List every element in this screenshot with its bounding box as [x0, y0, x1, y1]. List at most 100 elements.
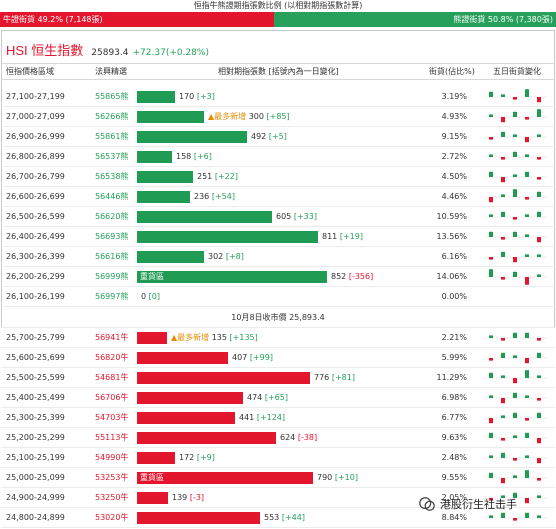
most-added-badge: ▲最多新增 — [171, 333, 212, 342]
warrant-code-link[interactable]: 56820牛 — [95, 353, 129, 362]
price-range: 26,100-26,199 — [6, 292, 65, 301]
trend-bar — [525, 470, 529, 478]
five-day-trend-chart — [485, 412, 547, 424]
warrant-code-link[interactable]: 53250牛 — [95, 493, 129, 502]
trend-bar — [489, 114, 493, 117]
quantity-value: 776 — [314, 373, 330, 382]
trend-bar — [489, 455, 493, 458]
price-range: 26,600-26,699 — [6, 192, 65, 201]
quantity-value: 790 — [317, 473, 333, 482]
heavy-zone-tag: 重貨區 — [140, 272, 164, 281]
table-row: 27,100-27,199 55865熊 170 [+3] 3.19% — [1, 87, 555, 107]
trend-bar — [537, 177, 541, 180]
trend-bar — [489, 418, 493, 424]
warrant-code-link[interactable]: 56706牛 — [95, 393, 129, 402]
quantity-label: 0 [0] — [141, 291, 160, 303]
quantity-label: 139 [-3] — [172, 492, 204, 504]
quantity-label: 492 [+5] — [251, 131, 287, 143]
quantity-bar — [137, 111, 204, 123]
warrant-code-link[interactable]: 56997熊 — [95, 292, 129, 301]
warrant-code-link[interactable]: 56266熊 — [95, 112, 129, 121]
warrant-code-link[interactable]: 55865熊 — [95, 92, 129, 101]
warrant-code-link[interactable]: 56693熊 — [95, 232, 129, 241]
price-range: 25,500-25,599 — [6, 373, 65, 382]
quantity-bar — [137, 171, 193, 183]
quantity-value: 624 — [280, 433, 296, 442]
warrant-code-link[interactable]: 54681牛 — [95, 373, 129, 382]
quantity-label: 852 [-356] — [331, 271, 373, 283]
quantity-bar — [137, 412, 235, 424]
trend-bar — [501, 338, 505, 341]
bar-cell: 158 [+6] — [137, 151, 427, 163]
quantity-bar: 重貨區 — [137, 472, 313, 484]
warrant-code-link[interactable]: 54703牛 — [95, 413, 129, 422]
quantity-label: 302 [+8] — [208, 251, 244, 263]
outstanding-pct: 8.84% — [441, 513, 467, 522]
quantity-bar — [137, 352, 228, 364]
five-day-trend-chart — [485, 492, 547, 504]
trend-bar — [489, 515, 493, 518]
quantity-value: 0 — [141, 292, 147, 301]
trend-bar — [525, 171, 529, 177]
trend-bar — [537, 375, 541, 378]
quantity-value: 236 — [194, 192, 210, 201]
warrant-code-link[interactable]: 54990牛 — [95, 453, 129, 462]
daily-change: [-3] — [189, 493, 205, 502]
quantity-label: 236 [+54] — [194, 191, 235, 203]
trend-bar — [537, 412, 541, 418]
warrant-code-link[interactable]: 56999熊 — [95, 272, 129, 281]
outstanding-pct: 0.00% — [441, 292, 467, 301]
trend-bar — [537, 134, 541, 137]
warrant-code-link[interactable]: 53253牛 — [95, 473, 129, 482]
bar-cell: 重貨區 790 [+10] — [137, 472, 427, 484]
quantity-bar — [137, 131, 247, 143]
close-price-row: 10月8日收市價 25,893.4 — [1, 308, 555, 328]
table-row: 26,500-26,599 56620熊 605 [+33] 10.59% — [1, 207, 555, 227]
bar-cell: 553 [+44] — [137, 512, 427, 524]
warrant-code-link[interactable]: 55861熊 — [95, 132, 129, 141]
quantity-label: 605 [+33] — [276, 211, 317, 223]
trend-bar — [501, 131, 505, 137]
trend-bar — [513, 435, 517, 438]
trend-bar — [537, 398, 541, 401]
table-row: 24,800-24,899 53020牛 553 [+44] 8.84% — [1, 508, 555, 528]
trend-bar — [525, 455, 529, 458]
bar-cell: 474 [+65] — [137, 392, 427, 404]
trend-bar — [537, 515, 541, 518]
bar-cell: 407 [+99] — [137, 352, 427, 364]
quantity-label: 811 [+19] — [322, 231, 363, 243]
price-range: 26,700-26,799 — [6, 172, 65, 181]
daily-change: [+9] — [196, 453, 215, 462]
quantity-label: 158 [+6] — [176, 151, 212, 163]
quantity-bar — [137, 492, 168, 504]
daily-change: [+10] — [334, 473, 358, 482]
warrant-code-link[interactable]: 56538熊 — [95, 172, 129, 181]
five-day-trend-chart — [485, 171, 547, 183]
price-range: 26,400-26,499 — [6, 232, 65, 241]
warrant-code-link[interactable]: 56616熊 — [95, 252, 129, 261]
warrant-code-link[interactable]: 56446熊 — [95, 192, 129, 201]
quantity-bar — [137, 432, 276, 444]
trend-bar — [501, 251, 505, 257]
five-day-trend-chart — [485, 151, 547, 160]
trend-bar — [513, 392, 517, 398]
bar-cell: 139 [-3] — [137, 492, 427, 504]
outstanding-pct: 9.55% — [441, 473, 467, 482]
table-header: 恒指價格區域 法興精選 相對期指張數 [括號內為一日變化] 街貨(佔比%) 五日… — [1, 63, 555, 80]
warrant-code-link[interactable]: 56941牛 — [95, 333, 129, 342]
outstanding-pct: 9.15% — [441, 132, 467, 141]
bar-cell: 441 [+124] — [137, 412, 427, 424]
bar-cell: 251 [+22] — [137, 171, 427, 183]
daily-change: [+3] — [196, 92, 215, 101]
quantity-label: 553 [+44] — [264, 512, 305, 524]
table-row: 25,400-25,499 56706牛 474 [+65] 6.98% — [1, 388, 555, 408]
trend-bar — [525, 512, 529, 518]
quantity-value: 852 — [331, 272, 347, 281]
warrant-code-link[interactable]: 53020牛 — [95, 513, 129, 522]
warrant-code-link[interactable]: 56537熊 — [95, 152, 129, 161]
outstanding-pct: 11.29% — [436, 373, 467, 382]
outstanding-pct: 5.99% — [441, 353, 467, 362]
warrant-code-link[interactable]: 55113牛 — [95, 433, 129, 442]
quantity-label: 776 [+81] — [314, 372, 355, 384]
warrant-code-link[interactable]: 56620熊 — [95, 212, 129, 221]
